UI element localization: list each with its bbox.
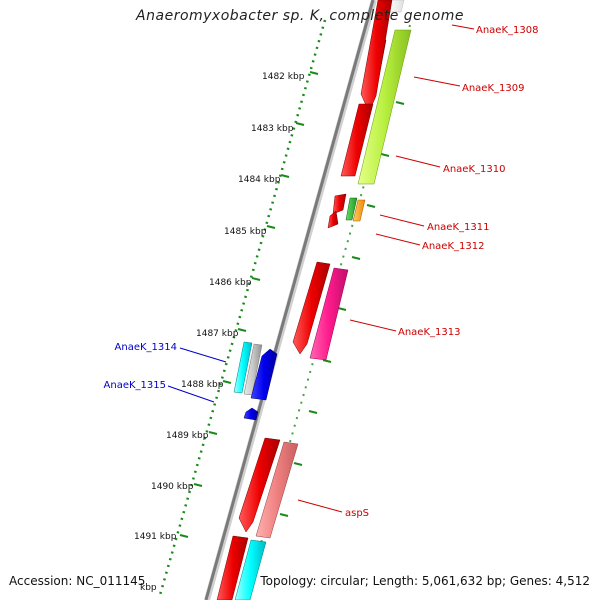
gene-anaek-1314 bbox=[233, 341, 253, 394]
gene-label-aspS: aspS bbox=[345, 508, 369, 519]
kbp-ticks bbox=[179, 71, 319, 538]
gene-anaek-1311-b bbox=[345, 197, 358, 221]
accession-text: Accession: NC_011145 bbox=[9, 574, 146, 588]
gene-label-anaek-1311: AnaeK_1311 bbox=[427, 222, 489, 233]
reverse-genes bbox=[233, 341, 278, 421]
leader-anaek-1310 bbox=[395, 155, 441, 168]
kbp-label: 1482 kbp bbox=[262, 72, 305, 82]
kbp-label: 1483 kbp bbox=[251, 124, 294, 134]
kbp-label: kbp bbox=[140, 583, 157, 593]
gene-label-anaek-1312: AnaeK_1312 bbox=[422, 241, 484, 252]
kbp-label: 1491 kbp bbox=[134, 532, 177, 542]
kbp-label: 1485 kbp bbox=[224, 227, 267, 237]
kbp-tick bbox=[208, 431, 218, 435]
kbp-tick bbox=[193, 483, 203, 487]
topology-text: Topology: circular; Length: 5,061,632 bp… bbox=[260, 574, 590, 588]
gene-label-anaek-1313: AnaeK_1313 bbox=[398, 327, 460, 338]
leader-anaek-1311 bbox=[379, 214, 425, 227]
kbp-tick bbox=[251, 277, 261, 281]
leader-anaek-1315 bbox=[167, 385, 215, 403]
leader-anaek-1312 bbox=[375, 233, 421, 246]
leader-anaek-1308 bbox=[451, 24, 475, 30]
gene-label-anaek-1309: AnaeK_1309 bbox=[462, 83, 524, 94]
kbp-tick bbox=[295, 122, 305, 126]
gene-anaek-1310-b bbox=[340, 103, 374, 177]
kbp-label: 1486 kbp bbox=[209, 278, 252, 288]
kbp-tick bbox=[266, 225, 276, 229]
leader-anaek-1313 bbox=[349, 319, 397, 332]
kbp-tick bbox=[237, 328, 247, 332]
leader-aspS bbox=[297, 499, 343, 513]
kbp-label: 1488 kbp bbox=[181, 380, 224, 390]
kbp-tick bbox=[309, 71, 319, 75]
leader-anaek-1309 bbox=[413, 76, 461, 87]
gene-anaek-1310 bbox=[357, 29, 412, 185]
backbone bbox=[204, 0, 377, 601]
gene-anaek-1311-c bbox=[352, 199, 366, 222]
kbp-label: 1484 kbp bbox=[238, 175, 281, 185]
gene-label-anaek-1315: AnaeK_1315 bbox=[104, 380, 166, 391]
kbp-axis bbox=[158, 19, 327, 596]
forward-genes bbox=[216, 0, 412, 601]
gene-anaek-1313-b bbox=[292, 261, 331, 355]
gene-anaek-1311 bbox=[332, 193, 347, 215]
kbp-label: 1487 kbp bbox=[196, 329, 239, 339]
gene-anaek-1315-b bbox=[243, 407, 259, 421]
kbp-labels: 1482 kbp 1483 kbp 1484 kbp 1485 kbp 1486… bbox=[134, 72, 305, 593]
forward-track-ticks bbox=[279, 101, 405, 517]
map-title: Anaeromyxobacter sp. K, complete genome bbox=[136, 8, 464, 24]
gene-anaek-1315 bbox=[250, 348, 278, 401]
kbp-tick bbox=[280, 174, 290, 178]
gene-anaek-1313 bbox=[309, 267, 349, 361]
gene-label-anaek-1310: AnaeK_1310 bbox=[443, 164, 505, 175]
gene-aspS bbox=[255, 441, 299, 539]
kbp-tick bbox=[222, 380, 232, 384]
kbp-label: 1489 kbp bbox=[166, 431, 209, 441]
gene-aspS-b bbox=[238, 437, 281, 533]
kbp-tick bbox=[179, 534, 189, 538]
leader-anaek-1314 bbox=[179, 347, 227, 363]
gene-label-anaek-1308: AnaeK_1308 bbox=[476, 25, 538, 36]
gene-labels: AnaeK_1308 AnaeK_1309 AnaeK_1310 AnaeK_1… bbox=[104, 25, 539, 519]
gene-anaek-1312 bbox=[327, 210, 339, 229]
gene-label-anaek-1314: AnaeK_1314 bbox=[115, 342, 177, 353]
kbp-label: 1490 kbp bbox=[151, 482, 194, 492]
label-leaders bbox=[167, 24, 475, 513]
